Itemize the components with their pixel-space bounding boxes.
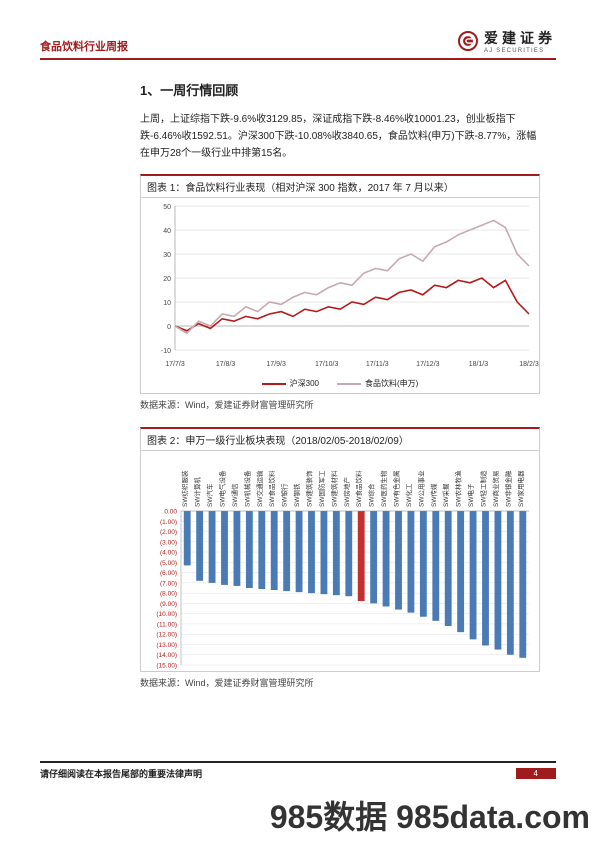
svg-text:(3.00): (3.00) (160, 539, 177, 546)
svg-text:SW商业贸易: SW商业贸易 (491, 471, 500, 507)
legend-item-hs300: 沪深300 (262, 378, 319, 389)
svg-text:(4.00): (4.00) (160, 550, 177, 557)
legend-item-food: 食品饮料(申万) (337, 378, 418, 389)
svg-text:SW传媒: SW传媒 (429, 483, 438, 507)
footer-disclaimer: 请仔细阅读在本报告尾部的重要法律声明 (40, 767, 202, 780)
svg-text:17/10/3: 17/10/3 (315, 361, 338, 368)
svg-text:SW纺织服装: SW纺织服装 (180, 470, 189, 507)
svg-text:(13.00): (13.00) (156, 642, 177, 649)
svg-text:(14.00): (14.00) (156, 652, 177, 659)
svg-text:SW房地产: SW房地产 (342, 477, 351, 507)
logo-en: AJ SECURITIES (484, 48, 556, 54)
svg-text:SW计算机: SW计算机 (193, 477, 202, 507)
svg-text:SW建筑材料: SW建筑材料 (329, 470, 338, 507)
svg-text:SW非银金融: SW非银金融 (503, 470, 512, 507)
svg-text:SW化工: SW化工 (404, 483, 413, 507)
chart-1-svg: -10 0 10 20 30 40 50 17/7/3 17/8/3 17/9/3 17/10/3 1… (141, 198, 539, 378)
svg-text:(12.00): (12.00) (156, 632, 177, 639)
report-category: 食品饮料行业周报 (40, 38, 128, 54)
section-1-body: 上周，上证综指下跌-9.6%收3129.85，深证成指下跌-8.46%收1000… (140, 111, 540, 162)
svg-text:0.00: 0.00 (164, 509, 177, 516)
chart-1-area: -10 0 10 20 30 40 50 17/7/3 17/8/3 17/9/3 17/10/3 1… (141, 198, 539, 378)
svg-text:SW汽车: SW汽车 (205, 483, 214, 507)
chart-1-box: 图表 1：食品饮料行业表现（相对沪深 300 指数，2017 年 7 月以来） … (140, 174, 540, 394)
svg-text:SW采掘: SW采掘 (441, 483, 450, 507)
logo-text: 爱建证券 AJ SECURITIES (484, 28, 556, 54)
svg-text:SW有色金属: SW有色金属 (392, 471, 401, 507)
svg-text:30: 30 (163, 252, 171, 259)
svg-text:17/11/3: 17/11/3 (366, 361, 389, 368)
svg-text:SW国防军工: SW国防军工 (317, 470, 326, 507)
header-divider (40, 58, 556, 60)
section-1-title: 1、一周行情回顾 (140, 80, 540, 99)
svg-text:50: 50 (163, 204, 171, 211)
svg-text:SW公用事业: SW公用事业 (416, 470, 425, 507)
svg-text:SW农林牧渔: SW农林牧渔 (454, 470, 463, 507)
chart-2-source: 数据来源：Wind，爱建证券财富管理研究所 (140, 676, 540, 689)
svg-text:SW机械设备: SW机械设备 (242, 470, 251, 507)
svg-text:(10.00): (10.00) (156, 611, 177, 618)
svg-text:(1.00): (1.00) (160, 519, 177, 526)
legend-label-food: 食品饮料(申万) (365, 379, 418, 388)
header-row: 食品饮料行业周报 爱建证券 AJ SECURITIES (40, 28, 556, 54)
svg-text:(11.00): (11.00) (157, 621, 177, 628)
svg-text:SW食品饮料: SW食品饮料 (354, 470, 363, 507)
svg-text:(15.00): (15.00) (156, 663, 177, 670)
chart-2-svg: 0.00 (1.00) (2.00) (3.00) (4.00) (5.00) (6.00)… (141, 451, 539, 671)
svg-text:17/9/3: 17/9/3 (266, 361, 286, 368)
chart-1-title: 图表 1：食品饮料行业表现（相对沪深 300 指数，2017 年 7 月以来） (141, 176, 539, 198)
svg-text:SW通信: SW通信 (230, 483, 239, 507)
svg-text:(5.00): (5.00) (160, 560, 177, 567)
svg-text:(9.00): (9.00) (160, 601, 177, 608)
chart-1-legend: 沪深300 食品饮料(申万) (141, 378, 539, 393)
svg-text:SW电气设备: SW电气设备 (218, 470, 227, 507)
svg-text:SW电子: SW电子 (466, 483, 475, 507)
svg-text:17/8/3: 17/8/3 (216, 361, 236, 368)
legend-label-hs300: 沪深300 (290, 379, 319, 388)
svg-text:SW交通运输: SW交通运输 (255, 470, 264, 507)
svg-text:SW医药生物: SW医药生物 (379, 470, 388, 507)
svg-text:18/1/3: 18/1/3 (469, 361, 489, 368)
svg-text:20: 20 (163, 276, 171, 283)
svg-text:(8.00): (8.00) (160, 591, 177, 598)
page: 食品饮料行业周报 爱建证券 AJ SECURITIES 1、一周行情回顾 上周，… (0, 0, 596, 689)
svg-text:SW钢铁: SW钢铁 (292, 483, 301, 507)
svg-text:(6.00): (6.00) (160, 570, 177, 577)
svg-text:10: 10 (163, 300, 171, 307)
svg-text:SW银行: SW银行 (280, 483, 289, 507)
svg-text:18/2/3: 18/2/3 (519, 361, 539, 368)
content-column: 1、一周行情回顾 上周，上证综指下跌-9.6%收3129.85，深证成指下跌-8… (140, 80, 540, 689)
footer-divider (40, 761, 556, 763)
svg-text:-10: -10 (161, 348, 171, 355)
svg-text:SW食品饮料: SW食品饮料 (267, 470, 276, 507)
chart-1-source: 数据来源：Wind，爱建证券财富管理研究所 (140, 398, 540, 411)
chart-2-area: 0.00 (1.00) (2.00) (3.00) (4.00) (5.00) (6.00)… (141, 451, 539, 671)
watermark: 985数据 985data.com (270, 792, 590, 838)
footer-row: 请仔细阅读在本报告尾部的重要法律声明 4 (40, 767, 556, 780)
svg-text:0: 0 (167, 324, 171, 331)
svg-text:SW家用电器: SW家用电器 (516, 470, 525, 507)
svg-text:40: 40 (163, 228, 171, 235)
svg-text:17/12/3: 17/12/3 (416, 361, 439, 368)
svg-text:(2.00): (2.00) (160, 529, 177, 536)
page-footer: 请仔细阅读在本报告尾部的重要法律声明 4 (40, 761, 556, 780)
brand-logo: 爱建证券 AJ SECURITIES (458, 28, 556, 54)
logo-mark-icon (458, 31, 478, 51)
page-number-badge: 4 (516, 768, 556, 779)
svg-text:17/7/3: 17/7/3 (165, 361, 185, 368)
logo-cn: 爱建证券 (484, 28, 556, 48)
svg-text:(7.00): (7.00) (160, 580, 177, 587)
chart-2-box: 图表 2：申万一级行业板块表现（2018/02/05-2018/02/09） 0… (140, 427, 540, 672)
svg-text:SW建筑装饰: SW建筑装饰 (305, 470, 314, 507)
svg-text:SW轻工制造: SW轻工制造 (479, 470, 488, 507)
svg-text:SW综合: SW综合 (367, 483, 376, 507)
chart-2-title: 图表 2：申万一级行业板块表现（2018/02/05-2018/02/09） (141, 429, 539, 451)
